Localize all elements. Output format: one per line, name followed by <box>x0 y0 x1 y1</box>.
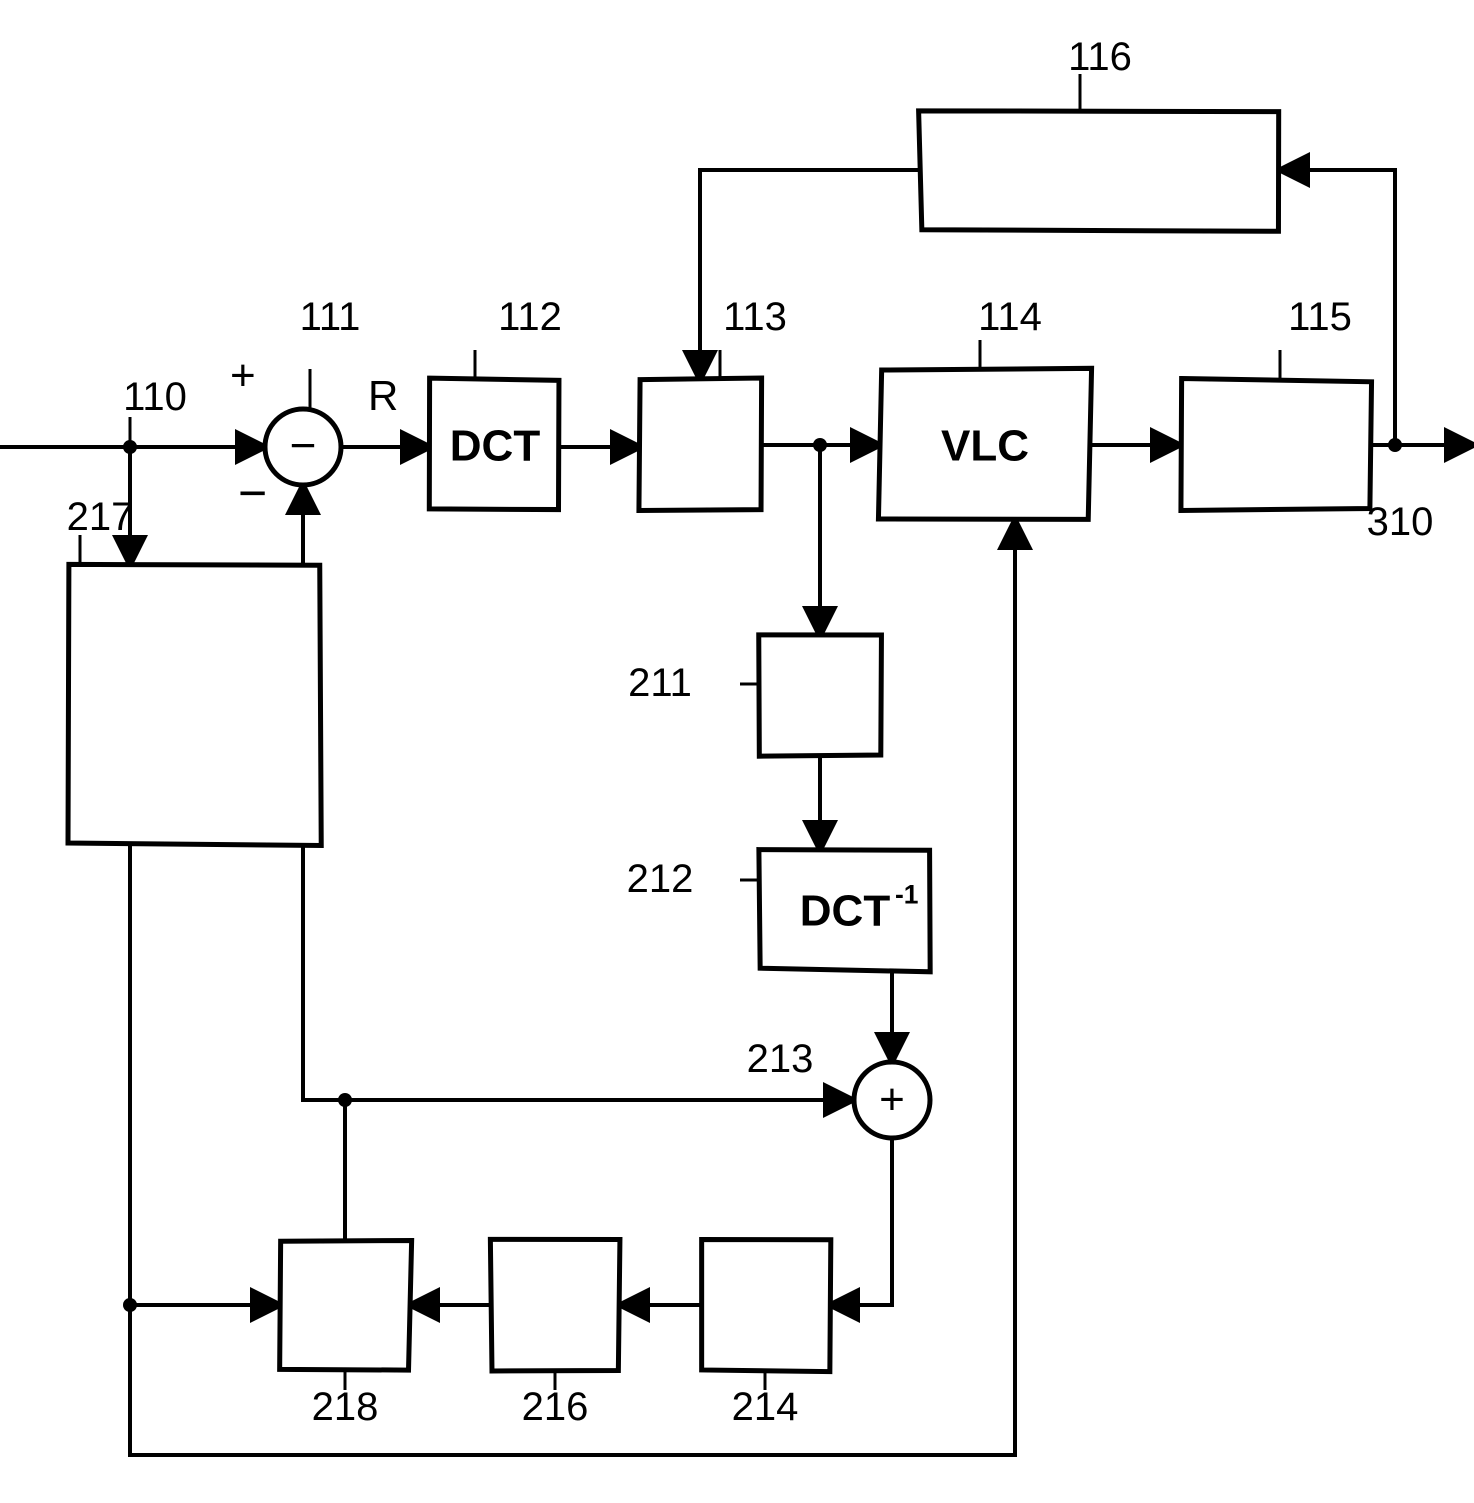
block-text-b212: DCT <box>800 886 891 935</box>
block-sup-b212: -1 <box>895 879 918 909</box>
plus-sign: + <box>230 351 256 400</box>
ref-218: 218 <box>312 1385 379 1429</box>
ref-114: 114 <box>978 295 1042 339</box>
plus-inner: + <box>879 1075 905 1124</box>
minus-inner: − <box>290 419 317 471</box>
block-diagram: 116112DCT113114VLC115217211212DCT-121821… <box>0 0 1474 1503</box>
ref-212: 212 <box>627 857 694 901</box>
ref-213: 213 <box>747 1037 814 1081</box>
edge-b217-b218 <box>130 845 280 1305</box>
ref-112: 112 <box>498 295 562 339</box>
junction-dot <box>813 438 827 452</box>
edge-s213-b214 <box>830 1138 892 1305</box>
signal-R: R <box>368 372 398 419</box>
ref-113: 113 <box>723 295 787 339</box>
junction-dot <box>123 1298 137 1312</box>
ref-216: 216 <box>522 1385 589 1429</box>
block-text-b112: DCT <box>450 421 541 470</box>
minus-sign: − <box>238 465 267 521</box>
ref-211: 211 <box>628 661 692 705</box>
edge-b116-b113 <box>700 170 920 380</box>
ref-116: 116 <box>1068 35 1132 79</box>
ref-115: 115 <box>1288 295 1352 339</box>
ref-111: 111 <box>300 295 361 339</box>
ref-310: 310 <box>1367 500 1434 544</box>
ref-214: 214 <box>732 1385 799 1429</box>
block-text-b114: VLC <box>941 421 1029 470</box>
junction-dot <box>1388 438 1402 452</box>
ref-217: 217 <box>67 495 134 539</box>
ref-110: 110 <box>123 375 187 419</box>
